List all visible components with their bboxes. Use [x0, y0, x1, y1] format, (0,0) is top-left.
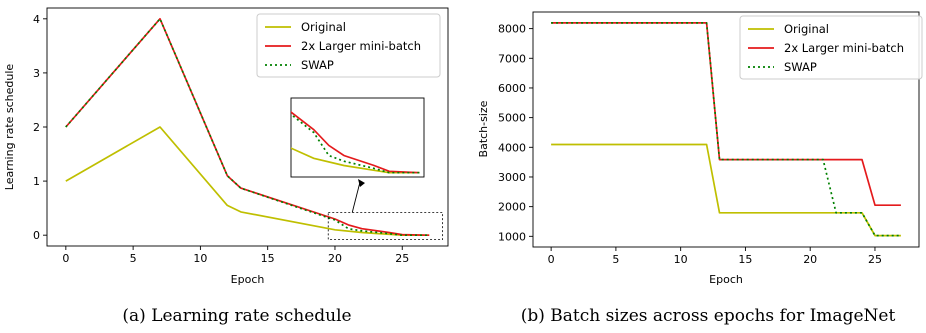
y-tick-label: 5000 — [498, 112, 526, 125]
x-tick-label: 15 — [738, 253, 752, 266]
chart-caption: (b) Batch sizes across epochs for ImageN… — [521, 306, 896, 326]
series-line-2 — [65, 17, 430, 237]
x-tick-label: 25 — [868, 253, 882, 266]
x-tick-label: 0 — [62, 252, 69, 265]
y-tick-label: 1000 — [498, 230, 526, 243]
inset-series-line-0 — [291, 147, 420, 174]
y-tick-label: 8000 — [498, 23, 526, 36]
legend: Original 2x Larger mini-batch SWAP — [256, 13, 441, 78]
inset-plot — [290, 97, 425, 178]
legend-box — [739, 15, 923, 80]
y-tick-label: 6000 — [498, 82, 526, 95]
series-line-1 — [551, 22, 901, 207]
legend-label-2: SWAP — [784, 60, 817, 74]
zoom-arrow-head — [358, 179, 365, 187]
legend: Original 2x Larger mini-batch SWAP — [739, 15, 923, 80]
y-tick-label: 1 — [33, 175, 40, 188]
x-tick-label: 5 — [612, 253, 619, 266]
y-tick-label: 4 — [33, 13, 40, 26]
y-tick-label: 3000 — [498, 171, 526, 184]
y-tick-label: 3 — [33, 67, 40, 80]
y-tick-label: 2000 — [498, 201, 526, 214]
y-tick-label: 2 — [33, 121, 40, 134]
x-tick-label: 15 — [261, 252, 275, 265]
x-tick-label: 0 — [548, 253, 555, 266]
legend-label-0: Original — [784, 22, 829, 36]
x-tick-label: 10 — [193, 252, 207, 265]
zoom-source-region — [327, 212, 444, 240]
x-tick-label: 10 — [674, 253, 688, 266]
inset-frame — [290, 97, 425, 178]
series-line-0 — [551, 143, 901, 237]
y-tick-label: 4000 — [498, 141, 526, 154]
x-tick-label: 20 — [328, 252, 342, 265]
inset-series-line-2 — [291, 113, 420, 174]
x-tick-label: 20 — [803, 253, 817, 266]
legend-box — [256, 13, 441, 78]
x-axis-label: Epoch — [709, 273, 743, 286]
y-tick-label: 0 — [33, 229, 40, 242]
chart-b: 0 5 10 15 20 25 1000 2000 3000 4000 5000 6000 7000 80… — [477, 11, 923, 326]
chart-caption: (a) Learning rate schedule — [122, 306, 351, 326]
x-tick-label: 25 — [395, 252, 409, 265]
legend-label-2: SWAP — [301, 58, 334, 72]
y-axis-label: Batch-size — [477, 100, 490, 157]
y-axis-label: Learning rate schedule — [3, 64, 16, 191]
legend-label-1: 2x Larger mini-batch — [784, 41, 904, 55]
plot-frame — [532, 11, 920, 248]
x-axis-label: Epoch — [231, 273, 265, 286]
zoom-arrow-line — [351, 181, 361, 213]
legend-label-1: 2x Larger mini-batch — [301, 39, 421, 53]
chart-a: 0 5 10 15 20 25 0 1 2 3 4 Epoch Learning rate schedu… — [3, 7, 449, 326]
x-tick-label: 5 — [130, 252, 137, 265]
legend-label-0: Original — [301, 20, 346, 34]
y-tick-label: 7000 — [498, 52, 526, 65]
inset-series-line-1 — [291, 110, 420, 174]
